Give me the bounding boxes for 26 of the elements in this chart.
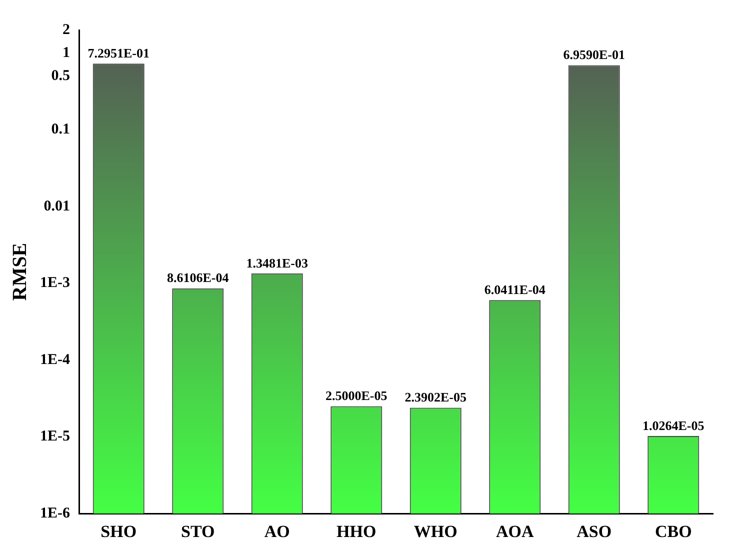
- y-tick-label: 0.1: [51, 122, 70, 138]
- data-label: 6.9590E-01: [563, 47, 625, 62]
- y-tick-label: 0.5: [51, 68, 70, 84]
- x-tick-label: SHO: [100, 522, 137, 542]
- y-tick-label: 0.01: [44, 198, 70, 214]
- x-tick-label: HHO: [336, 522, 376, 542]
- data-label: 2.5000E-05: [326, 388, 388, 404]
- x-tick-label: AOA: [496, 522, 534, 542]
- y-tick-label: 1: [62, 44, 70, 61]
- data-label: 8.6106E-04: [167, 270, 230, 286]
- y-axis-title: RMSE: [9, 242, 32, 301]
- y-tick-label: 1E-6: [40, 505, 70, 522]
- data-label: 7.2951E-01: [88, 45, 150, 60]
- data-label: 1.3481E-03: [246, 255, 308, 270]
- x-tick-label: ASO: [576, 522, 612, 542]
- x-tick-label: WHO: [414, 522, 458, 542]
- y-tick-label: 1E-3: [40, 275, 70, 292]
- data-label: 6.0411E-04: [484, 282, 546, 298]
- data-label: 1.0264E-05: [642, 418, 705, 433]
- y-tick-label: 2: [62, 22, 70, 38]
- x-tick-label: STO: [181, 522, 215, 542]
- x-tick-label: AO: [264, 522, 290, 542]
- x-tick-label: CBO: [654, 522, 692, 542]
- y-tick-label: 1E-4: [40, 352, 70, 368]
- y-tick-label: 1E-5: [40, 428, 70, 445]
- data-label: 2.3902E-05: [404, 390, 467, 405]
